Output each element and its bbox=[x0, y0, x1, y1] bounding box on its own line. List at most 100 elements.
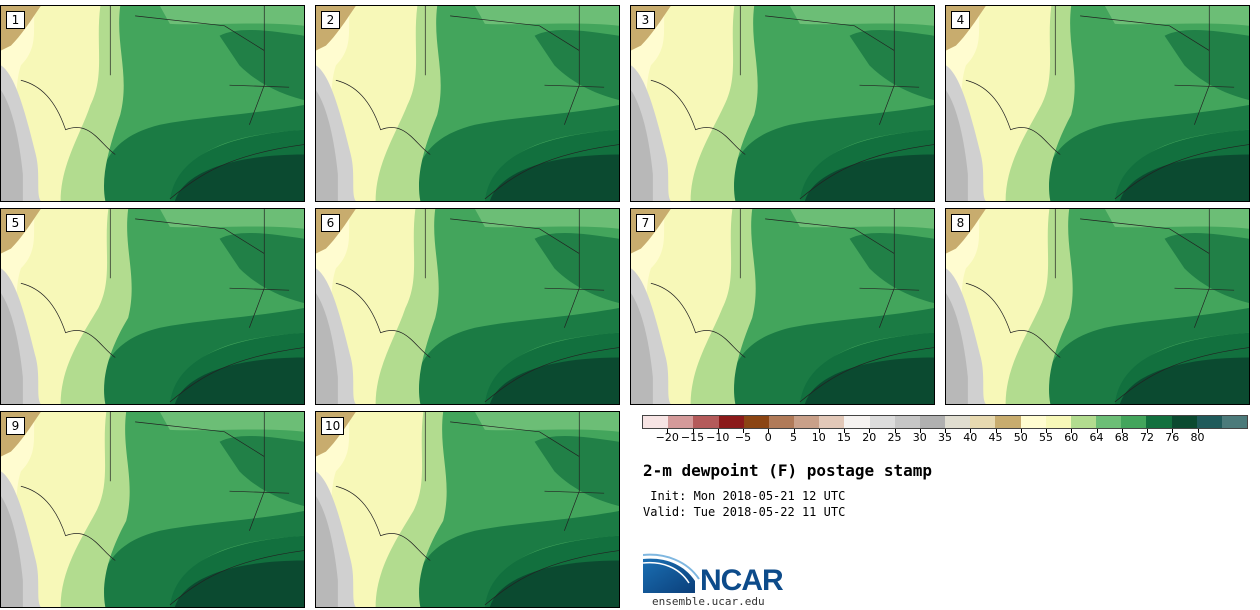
colorbar-tick-mark bbox=[1121, 429, 1123, 433]
dewpoint-map bbox=[316, 6, 619, 201]
colorbar-tick-label: 35 bbox=[938, 431, 952, 444]
colorbar-tick-label: 45 bbox=[988, 431, 1003, 444]
colorbar-tick-label: 0 bbox=[764, 431, 772, 444]
colorbar-tick-label: −15 bbox=[680, 431, 705, 444]
colorbar-tick-label: 60 bbox=[1064, 431, 1079, 444]
colorbar-tick-label: 72 bbox=[1140, 431, 1154, 444]
colorbar-tick-mark bbox=[743, 429, 744, 433]
colorbar-swatch bbox=[668, 416, 694, 428]
colorbar-tick-mark bbox=[1020, 429, 1022, 433]
colorbar-tick-mark bbox=[869, 429, 871, 433]
valid-time: Valid: Tue 2018-05-22 11 UTC bbox=[643, 505, 846, 519]
colorbar-swatch bbox=[819, 416, 845, 428]
dewpoint-map bbox=[631, 209, 934, 404]
colorbar-tick-mark bbox=[945, 429, 946, 433]
colorbar-swatch bbox=[970, 416, 996, 428]
colorbar-swatch bbox=[768, 416, 795, 428]
dewpoint-map bbox=[316, 209, 619, 404]
colorbar-tick-mark bbox=[692, 429, 694, 433]
dewpoint-map bbox=[1, 209, 304, 404]
colorbar-tick-mark bbox=[995, 429, 997, 433]
colorbar-tick-mark bbox=[818, 429, 820, 433]
panel-member-label: 6 bbox=[321, 214, 340, 232]
colorbar-tick-mark bbox=[894, 429, 896, 433]
colorbar-tick-mark bbox=[1096, 429, 1098, 433]
colorbar-tick-label: −5 bbox=[734, 431, 752, 444]
ncar-logo-icon bbox=[643, 553, 700, 593]
dewpoint-map bbox=[946, 209, 1249, 404]
colorbar-tick-label: 10 bbox=[811, 431, 826, 444]
colorbar-swatch bbox=[919, 416, 946, 428]
dewpoint-map bbox=[631, 6, 934, 201]
colorbar-tick-mark bbox=[717, 429, 719, 433]
colorbar-swatch bbox=[1020, 416, 1046, 428]
panel-member-label: 3 bbox=[636, 11, 655, 29]
colorbar-swatch bbox=[844, 416, 870, 428]
ncar-logo-text: NCAR bbox=[700, 564, 784, 597]
colorbar-tick-mark bbox=[844, 429, 845, 433]
colorbar-ticks: −20 −15 −10 −5 0 5 10 15 20 25 30 35 40 45 50 55 60 64 68 7… bbox=[642, 429, 1248, 447]
colorbar-swatch bbox=[1196, 416, 1222, 428]
ensemble-member-panel: 10 bbox=[315, 411, 620, 608]
ensemble-member-panel: 7 bbox=[630, 208, 935, 405]
panel-member-label: 1 bbox=[6, 11, 25, 29]
ensemble-member-panel: 4 bbox=[945, 5, 1250, 202]
colorbar-tick-label: 5 bbox=[790, 431, 797, 444]
colorbar-tick-label: 25 bbox=[887, 431, 902, 444]
dewpoint-map bbox=[1, 6, 304, 201]
colorbar-swatch bbox=[1146, 416, 1172, 428]
colorbar-tick-label: 76 bbox=[1165, 431, 1180, 444]
colorbar-tick-mark bbox=[1147, 429, 1148, 433]
colorbar-swatch bbox=[869, 416, 895, 428]
colorbar-swatch bbox=[995, 416, 1021, 428]
colorbar-tick-label: 64 bbox=[1089, 431, 1104, 444]
colorbar-tick-label: −10 bbox=[706, 431, 730, 444]
site-url[interactable]: ensemble.ucar.edu bbox=[652, 595, 765, 608]
panel-member-label: 7 bbox=[636, 214, 655, 232]
colorbar-tick-label: 15 bbox=[837, 431, 851, 444]
colorbar-swatch bbox=[693, 416, 719, 428]
colorbar-tick-label: 20 bbox=[862, 431, 877, 444]
ensemble-member-panel: 9 bbox=[0, 411, 305, 608]
ensemble-member-panel: 3 bbox=[630, 5, 935, 202]
colorbar-swatch bbox=[1121, 416, 1147, 428]
colorbar-tick-label: 50 bbox=[1013, 431, 1028, 444]
panel-member-label: 4 bbox=[951, 11, 970, 29]
colorbar-tick-label: 68 bbox=[1114, 431, 1129, 444]
colorbar-swatch bbox=[743, 416, 769, 428]
colorbar-swatch bbox=[1221, 416, 1248, 428]
colorbar-swatch bbox=[945, 416, 971, 428]
colorbar-tick-mark bbox=[1197, 429, 1199, 433]
map-title: 2-m dewpoint (F) postage stamp bbox=[643, 461, 932, 480]
dewpoint-colorbar bbox=[642, 415, 1248, 429]
colorbar-tick-label: 30 bbox=[912, 431, 927, 444]
colorbar-tick-label: 40 bbox=[963, 431, 978, 444]
dewpoint-map bbox=[1, 412, 304, 607]
panel-member-label: 10 bbox=[321, 417, 345, 435]
colorbar-swatch bbox=[1045, 416, 1071, 428]
ensemble-member-panel: 1 bbox=[0, 5, 305, 202]
colorbar-swatch bbox=[1070, 416, 1097, 428]
ensemble-member-panel: 2 bbox=[315, 5, 620, 202]
colorbar-swatch bbox=[894, 416, 920, 428]
colorbar-tick-label: 55 bbox=[1039, 431, 1053, 444]
colorbar-tick-mark bbox=[768, 429, 770, 433]
ensemble-member-panel: 6 bbox=[315, 208, 620, 405]
panel-member-label: 5 bbox=[6, 214, 25, 232]
panel-member-label: 2 bbox=[321, 11, 340, 29]
init-time: Init: Mon 2018-05-21 12 UTC bbox=[643, 489, 846, 503]
colorbar-swatch bbox=[1096, 416, 1122, 428]
colorbar-tick-mark bbox=[793, 429, 795, 433]
colorbar-tick-mark bbox=[1071, 429, 1073, 433]
panel-member-label: 8 bbox=[951, 214, 970, 232]
colorbar-tick-label: −20 bbox=[655, 431, 679, 444]
colorbar-swatch bbox=[794, 416, 820, 428]
colorbar-tick-mark bbox=[667, 429, 669, 433]
colorbar-swatch bbox=[1171, 416, 1197, 428]
ensemble-member-panel: 5 bbox=[0, 208, 305, 405]
ensemble-member-panel: 8 bbox=[945, 208, 1250, 405]
panel-member-label: 9 bbox=[6, 417, 25, 435]
colorbar-tick-mark bbox=[970, 429, 972, 433]
dewpoint-map bbox=[946, 6, 1249, 201]
colorbar-swatch bbox=[718, 416, 744, 428]
